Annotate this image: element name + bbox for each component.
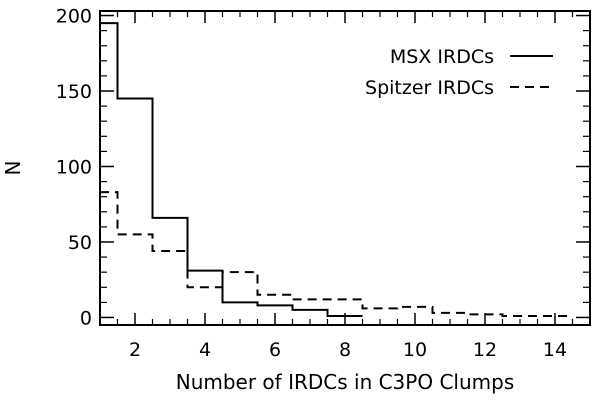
legend-label: Spitzer IRDCs	[365, 77, 494, 99]
x-tick-label: 4	[199, 339, 211, 361]
plot-frame-border	[99, 10, 591, 326]
y-tick-label: 100	[56, 156, 92, 178]
plot-frame	[99, 10, 591, 326]
tick-layer: 2 4 6 8 10 12 14 0 50 100 150 200	[56, 6, 591, 361]
y-tick-label: 50	[68, 232, 92, 254]
series-layer	[100, 22, 573, 317]
x-tick-label: 10	[403, 339, 427, 361]
x-axis-label: Number of IRDCs in C3PO Clumps	[176, 370, 515, 394]
y-tick-label: 150	[56, 81, 92, 103]
legend: MSX IRDCs Spitzer IRDCs	[365, 46, 553, 99]
x-tick-label: 2	[129, 339, 141, 361]
y-tick-label: 200	[56, 6, 92, 28]
y-tick-label: 0	[80, 307, 92, 329]
x-tick-label: 6	[269, 339, 281, 361]
x-tick-label: 14	[543, 339, 567, 361]
legend-label: MSX IRDCs	[390, 46, 494, 68]
x-tick-label: 8	[339, 339, 351, 361]
x-tick-label: 12	[473, 339, 497, 361]
series-line-1	[100, 191, 573, 317]
y-axis-label: N	[1, 161, 25, 176]
